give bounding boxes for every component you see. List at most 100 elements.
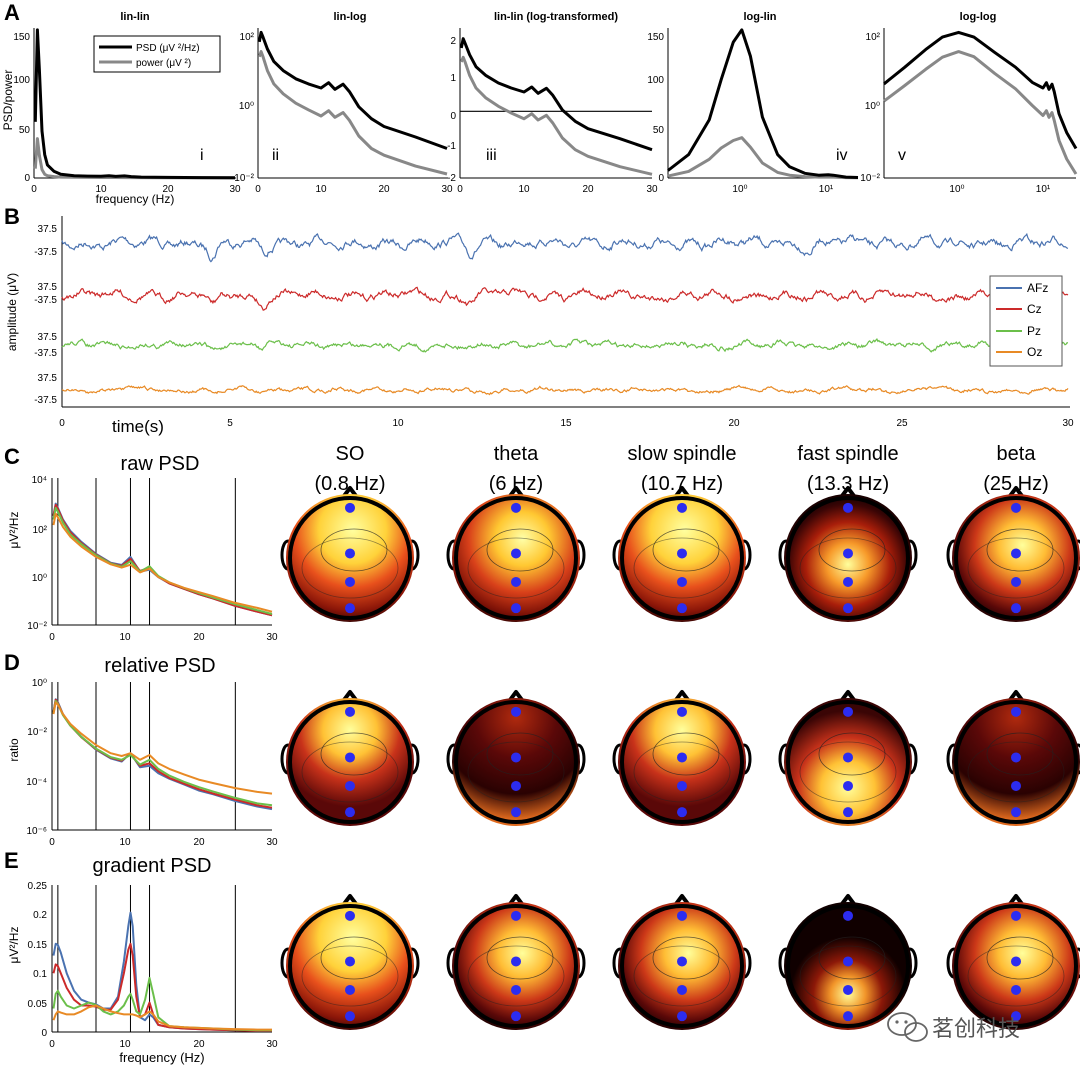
topoplot — [446, 690, 586, 826]
contour-line — [633, 537, 731, 599]
electrode-cz — [843, 752, 853, 763]
contour-line — [301, 741, 399, 803]
contour-line — [986, 528, 1054, 572]
topoplot — [778, 486, 918, 622]
row-ylabel: μV²/Hz — [7, 512, 21, 549]
x-tick: 0 — [31, 184, 37, 195]
subplot-series — [33, 28, 236, 180]
x-tick: 20 — [728, 418, 740, 429]
subplot-series — [459, 37, 653, 176]
legend-oz: Oz — [1027, 345, 1042, 359]
y-tick: 50 — [653, 125, 665, 136]
series-oz — [52, 512, 273, 613]
electrode-pz — [511, 984, 521, 995]
x-tick: 20 — [193, 632, 205, 643]
head-outline — [954, 904, 1078, 1028]
x-tick: 10 — [119, 1039, 131, 1050]
x-tick: 10 — [119, 632, 131, 643]
panel-b-xlabel: time(s) — [112, 417, 164, 436]
subplot-title: lin-lin (log-transformed) — [494, 11, 618, 23]
electrode-cz — [511, 956, 521, 967]
electrode-afz — [345, 910, 355, 921]
subplot-title: log-lin — [744, 11, 777, 23]
electrode-cz — [1011, 548, 1021, 559]
electrode-cz — [677, 548, 687, 559]
series-afz — [52, 698, 273, 811]
series-psd — [667, 28, 859, 179]
y-tick: 10² — [866, 32, 881, 43]
amp-label: -37.5 — [34, 395, 57, 406]
amp-label: -37.5 — [34, 247, 57, 258]
electrode-cz — [843, 548, 853, 559]
electrode-pz — [677, 780, 687, 791]
y-tick: 10⁰ — [239, 101, 254, 112]
head-outline — [288, 496, 412, 620]
contour-line — [467, 537, 565, 599]
electrode-afz — [345, 706, 355, 717]
y-tick: 10⁴ — [32, 475, 47, 486]
electrode-pz — [345, 984, 355, 995]
legend-pz: Pz — [1027, 324, 1041, 338]
electrode-cz — [843, 956, 853, 967]
contour-line — [467, 945, 565, 1007]
subplot-lin-lin: lin-lin 150 100 50 0 0 10 20 30 i PSD (μ… — [13, 11, 241, 195]
series-power — [33, 137, 236, 180]
x-tick: 30 — [1062, 418, 1074, 429]
x-tick: 30 — [646, 184, 658, 195]
y-tick: 100 — [13, 75, 30, 86]
contour-line — [301, 945, 399, 1007]
electrode-oz — [345, 603, 355, 614]
contour-line — [320, 936, 388, 980]
topoplot — [446, 486, 586, 622]
trace-cz — [61, 286, 1069, 311]
electrode-oz — [843, 603, 853, 614]
y-tick: 10² — [33, 525, 48, 536]
head-outline — [454, 700, 578, 824]
electrode-afz — [511, 910, 521, 921]
electrode-oz — [677, 807, 687, 818]
x-tick: 30 — [229, 184, 241, 195]
x-tick: 10⁰ — [949, 184, 964, 195]
electrode-oz — [1011, 1011, 1021, 1022]
amp-label: -37.5 — [34, 295, 57, 306]
electrode-afz — [1011, 910, 1021, 921]
row-title-relative-psd: relative PSD — [104, 655, 215, 677]
x-tick: 10¹ — [819, 184, 834, 195]
series-afz — [52, 502, 273, 617]
series-power — [667, 136, 859, 180]
head-outline — [288, 700, 412, 824]
panel-a-legend: PSD (μV ²/Hz) power (μV ²) — [93, 35, 221, 73]
eeg-traces — [61, 232, 1069, 396]
electrode-afz — [511, 502, 521, 513]
subplot-series — [883, 30, 1078, 175]
contour-line — [301, 537, 399, 599]
electrode-oz — [1011, 603, 1021, 614]
panel-label-b: B — [4, 204, 20, 229]
subplot-lin-log: lin-log 10² 10⁰ 10⁻² 0 10 20 30 ii — [234, 11, 453, 195]
panel-label-a: A — [4, 0, 20, 25]
trace-pz — [61, 338, 1069, 353]
amp-label: -37.5 — [34, 348, 57, 359]
head-outline — [454, 904, 578, 1028]
contour-line — [486, 528, 554, 572]
contour-line — [486, 732, 554, 776]
x-tick: 15 — [560, 418, 572, 429]
topoplot — [946, 690, 1080, 826]
subplot-series — [257, 30, 448, 176]
contour-line — [652, 528, 720, 572]
series-oz — [52, 1004, 272, 1031]
topoplot — [612, 894, 752, 1030]
electrode-oz — [511, 1011, 521, 1022]
y-tick: 0.2 — [33, 910, 47, 921]
contour-line — [633, 945, 731, 1007]
electrode-cz — [345, 752, 355, 763]
series-oz — [52, 701, 273, 795]
watermark: 茗创科技 — [887, 1012, 1020, 1042]
electrode-afz — [677, 502, 687, 513]
x-tick: 0 — [49, 632, 55, 643]
head-outline — [786, 700, 910, 824]
electrode-oz — [843, 807, 853, 818]
contour-line — [652, 936, 720, 980]
electrode-afz — [1011, 502, 1021, 513]
y-tick: 0 — [450, 111, 456, 122]
